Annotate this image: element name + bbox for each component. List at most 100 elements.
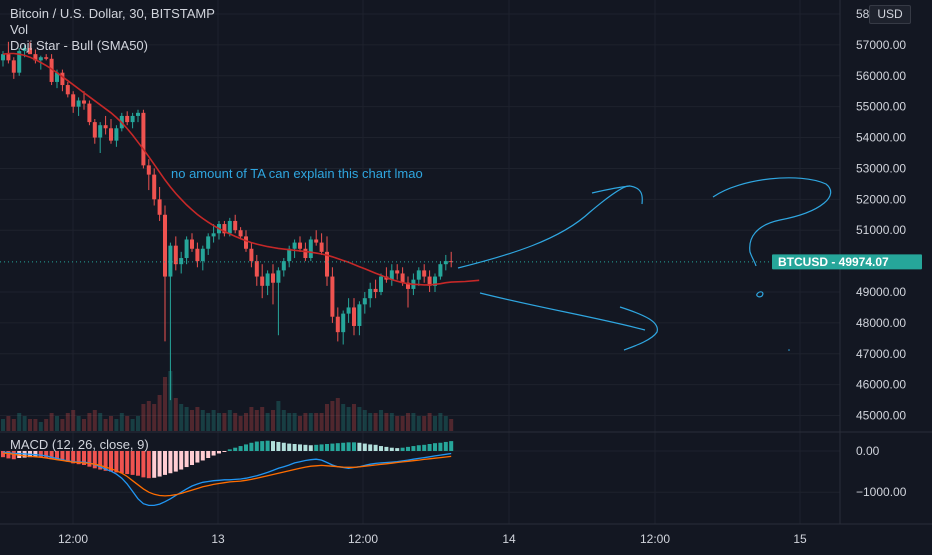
- volume-bar: [109, 416, 113, 431]
- candle-body: [179, 258, 184, 265]
- candle-body: [271, 273, 275, 283]
- macd-histogram-bar: [260, 441, 265, 451]
- candle-body: [389, 270, 394, 280]
- volume-bar: [271, 410, 275, 431]
- macd-histogram-bar: [119, 451, 124, 474]
- volume-bar: [265, 413, 270, 431]
- macd-histogram-bar: [400, 447, 405, 451]
- macd-histogram-bar: [130, 451, 135, 475]
- volume-bar: [146, 401, 151, 431]
- macd-histogram-bar: [87, 451, 92, 467]
- macd-histogram-bar: [389, 447, 394, 451]
- macd-tick-label: −1000.00: [856, 485, 907, 499]
- volume-bar: [368, 413, 373, 431]
- price-tick-label: 47000.00: [856, 347, 906, 361]
- volume-bar: [395, 416, 400, 431]
- volume-bar: [195, 407, 200, 431]
- price-tick-label: 53000.00: [856, 161, 906, 175]
- candle-body: [330, 276, 335, 317]
- sma50-line: [2, 52, 480, 286]
- volume-bar: [211, 410, 216, 431]
- volume-bar: [281, 410, 286, 431]
- macd-histogram-bar: [76, 451, 81, 465]
- volume-bar: [308, 413, 313, 431]
- volume-bar: [173, 398, 178, 431]
- candle-body: [373, 288, 378, 292]
- candle-body: [379, 276, 383, 292]
- upper-projection-arrow: [457, 185, 643, 269]
- candle-body: [395, 270, 400, 274]
- last-price-label: BTCUSD - 49974.07: [778, 255, 889, 269]
- candle-body: [22, 47, 27, 52]
- lower-arrow-head: [619, 306, 658, 351]
- macd-histogram-bar: [179, 451, 184, 470]
- volume-bar: [217, 413, 221, 431]
- macd-histogram-bar: [352, 442, 356, 451]
- candlesticks: [1, 41, 454, 401]
- volume-bar: [141, 404, 146, 431]
- candle-body: [303, 248, 308, 259]
- candle-body: [276, 270, 281, 283]
- candle-body: [11, 60, 16, 73]
- candle-body: [427, 276, 432, 286]
- symbol-title[interactable]: Bitcoin / U.S. Dollar, 30, BITSTAMP: [10, 6, 215, 21]
- volume-bar: [303, 413, 308, 431]
- volume-indicator-label[interactable]: Vol: [10, 22, 29, 37]
- candle-body: [200, 248, 205, 262]
- volume-bar: [98, 413, 103, 431]
- macd-histogram-bar: [71, 451, 76, 464]
- candle-body: [314, 239, 319, 243]
- candle-body: [1, 54, 5, 61]
- candle-body: [416, 270, 421, 280]
- macd-histogram-bar: [233, 447, 238, 451]
- volume-bar: [244, 413, 248, 431]
- macd-line: [2, 451, 452, 507]
- macd-histogram-bar: [206, 451, 211, 459]
- macd-pane: [1, 440, 454, 507]
- volume-bar: [49, 413, 54, 431]
- volume-bar: [92, 410, 97, 431]
- volume-bar: [11, 419, 16, 431]
- question-mark-dot: [756, 291, 764, 298]
- macd-histogram-bar: [60, 451, 65, 461]
- volume-bar: [249, 407, 254, 431]
- macd-histogram-bar: [249, 442, 254, 451]
- candle-body: [173, 245, 178, 265]
- volume-bar: [157, 395, 162, 431]
- sma50-path: [2, 52, 480, 286]
- candle-body: [249, 248, 254, 262]
- candle-body: [38, 57, 43, 61]
- macd-indicator-label[interactable]: MACD (12, 26, close, 9): [10, 437, 149, 452]
- volume-bar: [168, 371, 173, 431]
- candle-body: [71, 94, 76, 107]
- candle-body: [157, 199, 162, 215]
- volume-bar: [260, 407, 265, 431]
- volume-bar: [206, 413, 211, 431]
- macd-histogram-bar: [200, 451, 205, 461]
- annotation-text: no amount of TA can explain this chart l…: [171, 166, 423, 181]
- time-tick-label: 12:00: [640, 532, 670, 546]
- macd-histogram-bar: [411, 446, 416, 451]
- volume-bar: [1, 419, 5, 431]
- candle-body: [335, 316, 340, 333]
- candle-body: [152, 174, 157, 200]
- candle-body: [60, 72, 65, 86]
- price-tick-label: 56000.00: [856, 69, 906, 83]
- macd-histogram-bar: [281, 442, 286, 451]
- candle-body: [325, 251, 329, 277]
- macd-histogram-bar: [346, 442, 351, 451]
- macd-histogram-bar: [325, 443, 329, 451]
- candle-body: [438, 264, 443, 277]
- macd-histogram-bar: [330, 443, 335, 451]
- volume-bar: [427, 413, 432, 431]
- pattern-indicator-label[interactable]: Doji Star - Bull (SMA50): [10, 38, 148, 53]
- macd-histogram-bar: [82, 451, 86, 466]
- volume-bar: [325, 404, 329, 431]
- macd-histogram-bar: [55, 451, 59, 460]
- macd-histogram-bar: [357, 442, 362, 451]
- currency-button[interactable]: USD: [869, 5, 911, 24]
- volume-bar: [346, 407, 351, 431]
- axes: 58000.0057000.0056000.0055000.0054000.00…: [58, 7, 907, 546]
